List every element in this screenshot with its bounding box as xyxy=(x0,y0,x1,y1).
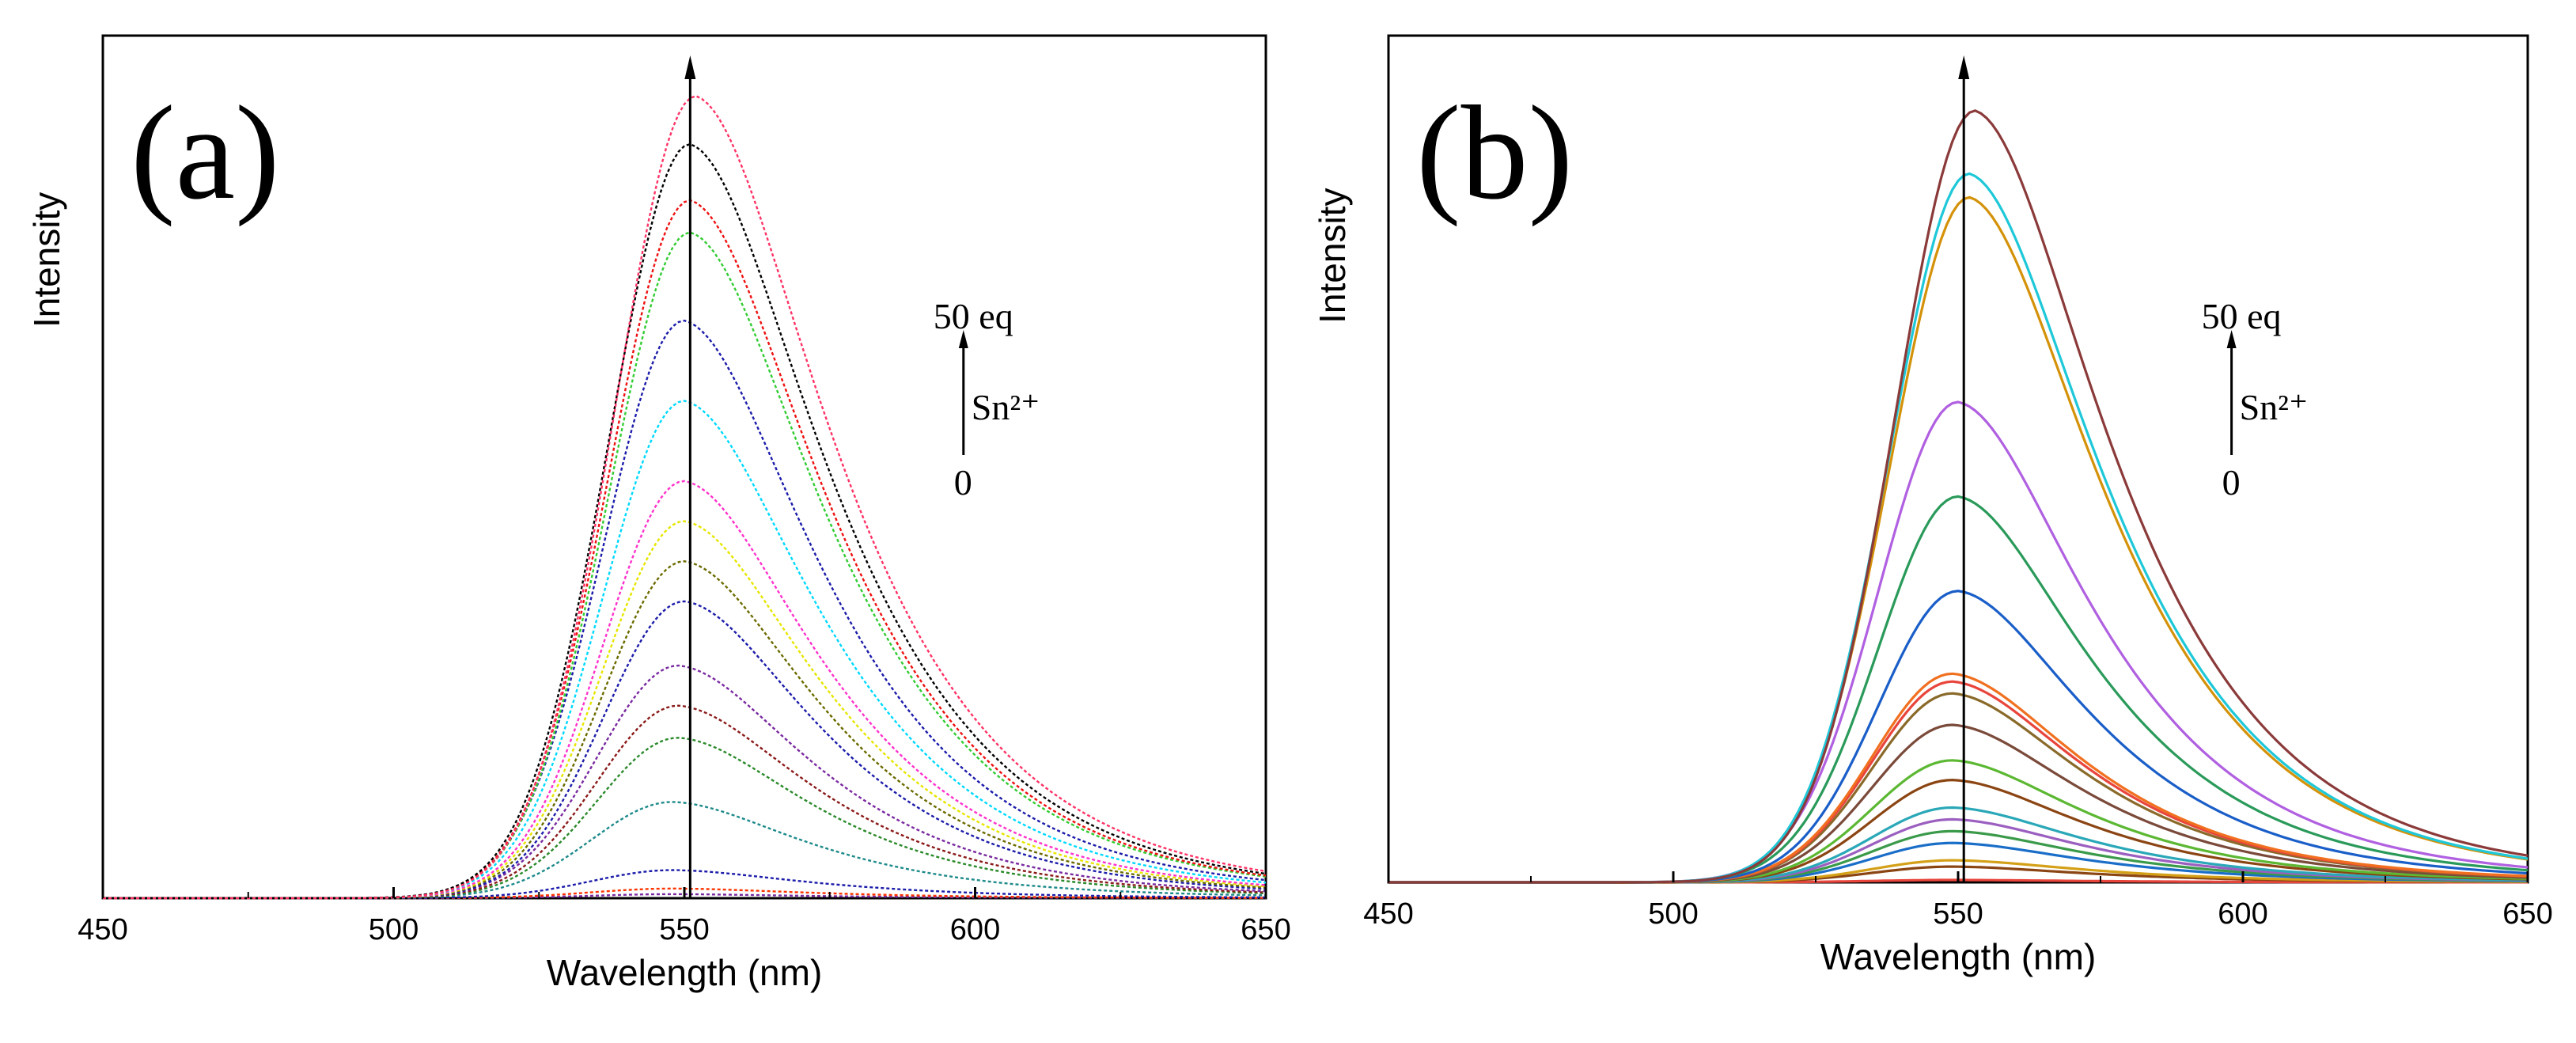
annotation-min-eq: 0 xyxy=(2222,462,2241,503)
x-tick-label: 600 xyxy=(950,913,1000,946)
series-line-18 xyxy=(1388,109,2529,884)
y-axis-label: Intensity xyxy=(26,192,67,328)
annotation-max-eq: 50 eq xyxy=(934,296,1013,336)
annotation-ion: Sn²⁺ xyxy=(972,387,1040,427)
chart-panel-b: 450 500 550 600 650 (b) Wavelength (nm) Inte… xyxy=(1312,34,2553,977)
increase-arrow-head xyxy=(1958,55,1970,79)
x-tick-label: 550 xyxy=(659,913,709,946)
chart-panel-a: 450 500 550 600 650 (a) Wavelength (nm) Inte… xyxy=(26,34,1291,993)
x-tick-label: 450 xyxy=(78,913,127,946)
series-group xyxy=(1388,109,2529,884)
annotation-arrow-head xyxy=(958,330,968,348)
x-tick-label: 600 xyxy=(2218,897,2267,931)
x-tick-label: 500 xyxy=(369,913,419,946)
x-tick-label: 650 xyxy=(1241,913,1290,946)
x-ticks: 450 500 550 600 650 xyxy=(1363,871,2553,931)
x-axis-label: Wavelength (nm) xyxy=(547,952,823,993)
x-tick-label: 550 xyxy=(1933,897,1983,931)
annotation-ion: Sn²⁺ xyxy=(2240,387,2309,427)
series-group xyxy=(103,95,1267,900)
annotation-max-eq: 50 eq xyxy=(2202,296,2282,336)
annotation-min-eq: 0 xyxy=(954,462,972,503)
series-line-16 xyxy=(103,95,1267,900)
plot-frame xyxy=(101,34,1267,900)
x-tick-label: 450 xyxy=(1363,897,1413,931)
x-tick-label: 650 xyxy=(2502,897,2552,931)
annotation-arrow-head xyxy=(2226,330,2237,348)
x-axis-label: Wavelength (nm) xyxy=(1820,936,2097,977)
panel-label: (a) xyxy=(131,78,280,227)
y-axis-label: Intensity xyxy=(1312,188,1353,324)
increase-arrow-head xyxy=(684,55,696,79)
panel-label: (b) xyxy=(1416,78,1573,227)
x-ticks: 450 500 550 600 650 xyxy=(78,887,1291,946)
plot-frame xyxy=(1387,34,2529,884)
x-tick-label: 500 xyxy=(1648,897,1698,931)
